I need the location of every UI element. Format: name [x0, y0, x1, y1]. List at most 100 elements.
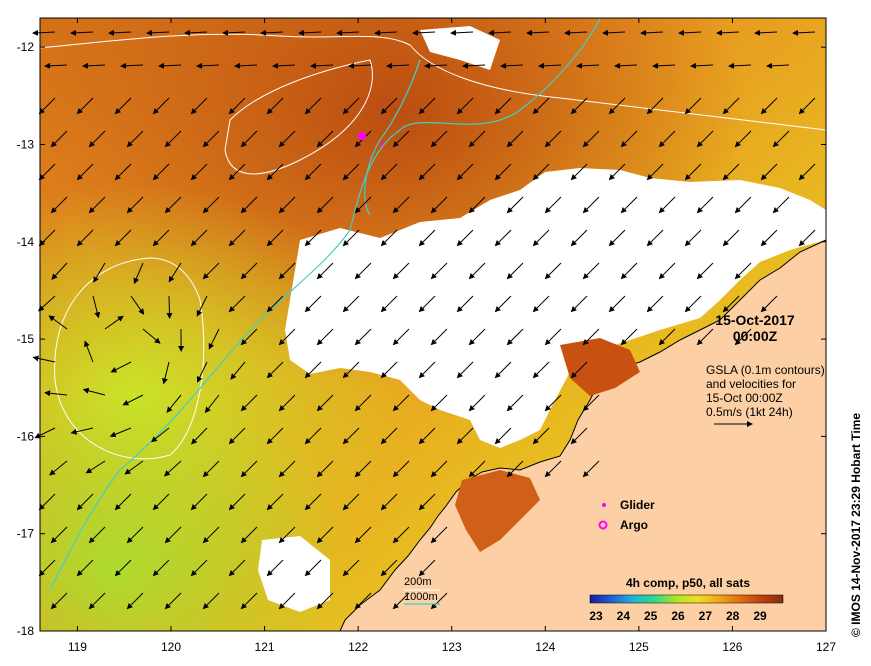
velocity-arrow: [570, 295, 588, 313]
velocity-arrow: [380, 97, 398, 115]
velocity-arrow: [336, 29, 360, 36]
velocity-arrow: [76, 163, 94, 181]
latitude-tick-label: -12: [17, 40, 35, 54]
velocity-arrow: [34, 427, 56, 439]
velocity-arrow: [266, 229, 284, 247]
velocity-arrow: [614, 62, 638, 69]
velocity-arrow: [798, 97, 816, 115]
velocity-note-line-3: 15-Oct 00:00Z: [706, 391, 783, 405]
velocity-arrow: [690, 62, 714, 69]
longitude-tick-label: 120: [161, 640, 181, 654]
velocity-arrow: [240, 196, 258, 214]
velocity-arrow: [150, 427, 170, 443]
velocity-arrow: [278, 394, 296, 412]
velocity-arrow: [316, 592, 334, 610]
velocity-arrow: [506, 328, 524, 346]
velocity-arrow: [722, 295, 740, 313]
velocity-arrow: [70, 29, 94, 36]
velocity-arrow: [544, 328, 562, 346]
velocity-arrow: [412, 29, 436, 36]
velocity-arrow: [342, 427, 360, 445]
velocity-arrow: [342, 559, 360, 577]
velocity-arrow: [124, 460, 144, 475]
glider-position-marker: [380, 142, 384, 146]
velocity-arrow: [430, 592, 448, 610]
velocity-arrow: [190, 559, 208, 577]
map-panel: [32, 17, 827, 632]
colorbar-tick-label: 26: [671, 609, 685, 623]
velocity-arrow: [734, 262, 752, 280]
velocity-arrow: [456, 229, 474, 247]
velocity-arrow: [228, 163, 246, 181]
velocity-arrow: [658, 196, 676, 214]
velocity-arrow: [266, 427, 284, 445]
velocity-arrow: [260, 29, 284, 36]
velocity-arrow: [570, 229, 588, 247]
velocity-arrow: [544, 460, 562, 478]
velocity-arrow: [418, 97, 436, 115]
velocity-arrow: [760, 163, 778, 181]
velocity-arrow: [228, 229, 246, 247]
velocity-arrow: [620, 328, 638, 346]
velocity-arrow: [380, 229, 398, 247]
velocity-arrow: [44, 62, 68, 69]
velocity-arrow: [164, 196, 182, 214]
bathymetry-200m-eddy: [54, 257, 205, 460]
velocity-arrow: [532, 97, 550, 115]
velocity-arrow: [304, 229, 322, 247]
velocity-arrow: [152, 229, 170, 247]
velocity-arrow: [126, 526, 144, 544]
velocity-arrow: [652, 62, 676, 69]
velocity-arrow: [544, 262, 562, 280]
velocity-arrow: [696, 328, 714, 346]
velocity-arrow: [316, 526, 334, 544]
velocity-arrow: [386, 62, 410, 69]
velocity-arrow: [202, 130, 220, 148]
velocity-arrow: [342, 163, 360, 181]
velocity-arrow: [76, 229, 94, 247]
velocity-arrow: [70, 427, 94, 435]
velocity-arrow: [392, 196, 410, 214]
velocity-arrow: [532, 163, 550, 181]
velocity-arrow: [316, 460, 334, 478]
velocity-arrow: [196, 62, 220, 69]
velocity-arrow: [722, 163, 740, 181]
velocity-arrow: [418, 295, 436, 313]
velocity-arrow: [278, 460, 296, 478]
velocity-arrow: [772, 196, 790, 214]
velocity-arrow: [602, 29, 626, 36]
velocity-arrow: [468, 262, 486, 280]
bathymetry-1000m-b: [364, 59, 421, 216]
velocity-arrow: [114, 493, 132, 511]
velocity-arrow: [316, 262, 334, 280]
velocity-arrow: [44, 390, 68, 397]
no-data-patch-south: [258, 536, 330, 612]
velocity-arrow: [722, 97, 740, 115]
velocity-arrow: [354, 196, 372, 214]
velocity-arrow: [164, 526, 182, 544]
velocity-arrow: [526, 29, 550, 36]
velocity-arrow: [570, 361, 588, 379]
velocity-arrow: [696, 130, 714, 148]
velocity-arrow: [266, 559, 284, 577]
velocity-arrow: [82, 387, 106, 396]
velocity-arrow: [544, 196, 562, 214]
velocity-arrow: [120, 62, 144, 69]
colorbar-tick-label: 27: [699, 609, 713, 623]
velocity-arrow: [266, 97, 284, 115]
velocity-arrow: [164, 592, 182, 610]
velocity-arrow: [162, 361, 170, 385]
colorbar-tick-label: 23: [589, 609, 603, 623]
velocity-arrow: [92, 295, 101, 319]
colorbar-title: 4h comp, p50, all sats: [626, 576, 750, 590]
velocity-arrow: [506, 394, 524, 412]
velocity-arrow: [108, 29, 132, 36]
velocity-arrow: [190, 163, 208, 181]
velocity-arrow: [392, 262, 410, 280]
velocity-arrow: [126, 130, 144, 148]
velocity-arrow: [88, 130, 106, 148]
latitude-axis: -12 -13 -14 -15 -16 -17 -18: [17, 40, 826, 638]
velocity-arrow: [228, 295, 246, 313]
velocity-arrow: [50, 130, 68, 148]
velocity-arrow: [354, 460, 372, 478]
